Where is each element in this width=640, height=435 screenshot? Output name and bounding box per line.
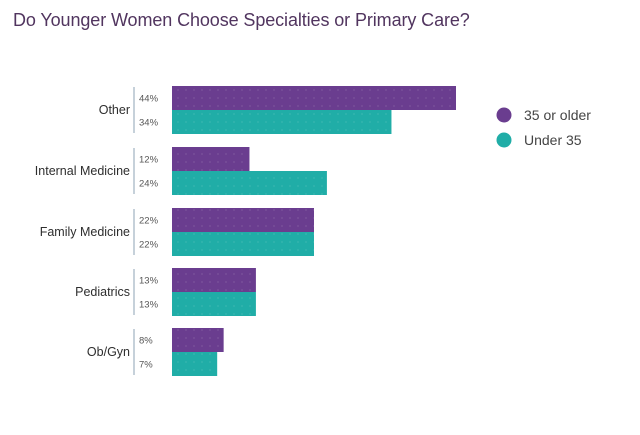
value-label-pediatrics-older: 13% [139,276,159,287]
legend-swatch-older [496,107,512,123]
bar-texture-pediatrics-older [172,268,256,292]
bar-texture-ob-gyn-under35 [172,352,218,376]
bar-texture-family-medicine-older [172,208,314,232]
value-label-other-under35: 34% [139,118,159,129]
category-label-ob-gyn: Ob/Gyn [87,345,130,359]
bar-texture-pediatrics-under35 [172,292,256,316]
category-label-internal-medicine: Internal Medicine [35,164,130,178]
bar-texture-family-medicine-under35 [172,232,314,256]
bar-texture-ob-gyn-older [172,328,224,352]
bar-texture-other-older [172,86,456,110]
category-label-family-medicine: Family Medicine [40,225,130,239]
value-label-ob-gyn-older: 8% [139,336,153,347]
bar-texture-internal-medicine-under35 [172,171,327,195]
value-label-ob-gyn-under35: 7% [139,360,153,371]
legend-label-under35: Under 35 [524,132,582,148]
value-label-internal-medicine-under35: 24% [139,179,159,190]
value-label-family-medicine-under35: 22% [139,240,159,251]
legend-label-older: 35 or older [524,107,591,123]
value-label-internal-medicine-older: 12% [139,155,159,166]
value-label-other-older: 44% [139,94,159,105]
value-label-pediatrics-under35: 13% [139,300,159,311]
category-label-other: Other [99,103,130,117]
category-label-pediatrics: Pediatrics [75,285,130,299]
chart-title: Do Younger Women Choose Specialties or P… [13,10,470,30]
bar-texture-internal-medicine-older [172,147,250,171]
legend-swatch-under35 [496,132,512,148]
value-label-family-medicine-older: 22% [139,216,159,227]
bar-texture-other-under35 [172,110,392,134]
